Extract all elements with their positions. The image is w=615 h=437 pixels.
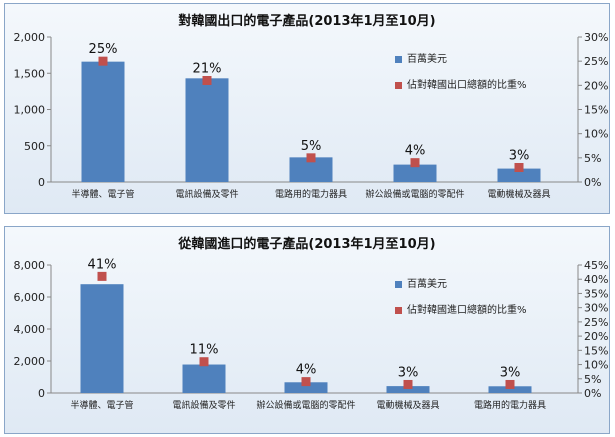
import-chart-panel: 從韓國進口的電子產品(2013年1月至10月) 0 2,000 4,000 6,000…	[4, 226, 610, 434]
legend-swatch-marker	[395, 307, 402, 314]
y2-tick-label: 20%	[584, 79, 608, 92]
percent-marker	[97, 271, 107, 281]
percent-marker	[199, 357, 209, 367]
y2-tick-label: 25%	[584, 55, 608, 68]
y2-tick-label: 10%	[584, 359, 608, 372]
legend-swatch-bar	[395, 56, 402, 63]
bar	[488, 386, 532, 393]
chart-legend: 百萬美元 佔對韓國出口總額的比重%	[395, 52, 527, 104]
y2-tick-label: 35%	[584, 287, 608, 300]
data-label: 21%	[193, 62, 222, 77]
legend-swatch-bar	[395, 281, 402, 288]
y-tick-label: 1,000	[14, 104, 46, 117]
data-label: 5%	[301, 139, 322, 154]
legend-item-bar: 百萬美元	[395, 52, 527, 68]
category-label: 電路用的電力器具	[275, 188, 347, 200]
y2-tick-label: 20%	[584, 330, 608, 343]
legend-item-marker: 佔對韓國出口總額的比重%	[395, 78, 527, 94]
import-chart: 0 2,000 4,000 6,000 8,000 0%5%10% 15%20%25%30%…	[14, 257, 609, 411]
y-tick-label: 6,000	[14, 291, 46, 304]
percent-marker	[403, 379, 413, 389]
percent-marker	[202, 76, 212, 85]
category-label: 半導體、電子管	[71, 188, 134, 200]
y-tick-label: 4,000	[14, 323, 46, 336]
y-tick-label: 1,500	[14, 67, 46, 80]
category-label: 電路用的電力器具	[474, 399, 546, 411]
chart-legend: 百萬美元 佔對韓國進口總額的比重%	[395, 277, 527, 329]
bar	[393, 164, 437, 182]
legend-label: 佔對韓國出口總額的比重%	[407, 80, 527, 91]
y2-tick-label: 15%	[584, 104, 608, 117]
y-tick-label: 0	[38, 387, 45, 400]
percent-marker	[301, 377, 311, 387]
data-label: 3%	[500, 365, 521, 380]
category-label: 辦公設備或電腦的零配件	[365, 188, 464, 200]
percent-marker	[514, 163, 524, 172]
category-label: 電動機械及器具	[376, 399, 439, 411]
y2-tick-label: 0%	[584, 176, 601, 189]
y-tick-label: 500	[24, 140, 45, 153]
y2-tick-label: 5%	[584, 152, 601, 165]
category-label: 半導體、電子管	[70, 399, 133, 411]
data-label: 25%	[89, 42, 118, 57]
category-label: 電訊設備及零件	[175, 188, 238, 200]
bar	[81, 61, 125, 182]
legend-item-bar: 百萬美元	[395, 277, 527, 293]
percent-marker	[410, 158, 420, 168]
y2-tick-label: 25%	[584, 316, 608, 329]
percent-marker	[306, 153, 316, 163]
y2-tick-label: 40%	[584, 273, 608, 286]
bar	[497, 168, 541, 182]
y-tick-label: 8,000	[14, 259, 46, 272]
data-label: 4%	[405, 144, 426, 159]
percent-marker	[505, 379, 515, 389]
y-tick-label: 0	[38, 176, 45, 189]
data-label: 3%	[509, 149, 530, 164]
legend-label: 佔對韓國進口總額的比重%	[407, 305, 527, 316]
percent-marker	[98, 56, 108, 66]
y2-tick-label: 0%	[584, 387, 601, 400]
y2-tick-label: 10%	[584, 128, 608, 141]
y2-tick-label: 15%	[584, 344, 608, 357]
legend-label: 百萬美元	[407, 279, 447, 290]
bar	[80, 284, 124, 393]
data-label: 4%	[296, 363, 317, 378]
y2-tick-label: 30%	[584, 31, 608, 44]
export-chart-panel: 對韓國出口的電子產品(2013年1月至10月) 0 500 1,000 1,500 2,…	[4, 3, 610, 214]
y-tick-label: 2,000	[14, 31, 46, 44]
legend-swatch-marker	[395, 82, 402, 89]
category-label: 電動機械及器具	[487, 188, 550, 200]
category-label: 辦公設備或電腦的零配件	[256, 399, 355, 411]
legend-item-marker: 佔對韓國進口總額的比重%	[395, 303, 527, 319]
y-tick-label: 2,000	[14, 355, 46, 368]
bar	[284, 382, 328, 393]
category-label: 電訊設備及零件	[172, 399, 235, 411]
export-chart: 0 500 1,000 1,500 2,000 0% 5% 10% 15% 20% 25% 30% 25…	[14, 31, 609, 200]
y2-tick-label: 30%	[584, 302, 608, 315]
bar	[182, 364, 226, 393]
chart-title: 從韓國進口的電子產品(2013年1月至10月)	[178, 237, 436, 252]
legend-label: 百萬美元	[407, 54, 447, 65]
data-label: 41%	[88, 257, 117, 272]
chart-title: 對韓國出口的電子產品(2013年1月至10月)	[178, 14, 436, 29]
y2-tick-label: 5%	[584, 373, 601, 386]
bar	[386, 386, 430, 393]
y2-tick-label: 45%	[584, 259, 608, 272]
bar	[185, 78, 229, 182]
data-label: 3%	[398, 365, 419, 380]
data-label: 11%	[190, 343, 219, 358]
